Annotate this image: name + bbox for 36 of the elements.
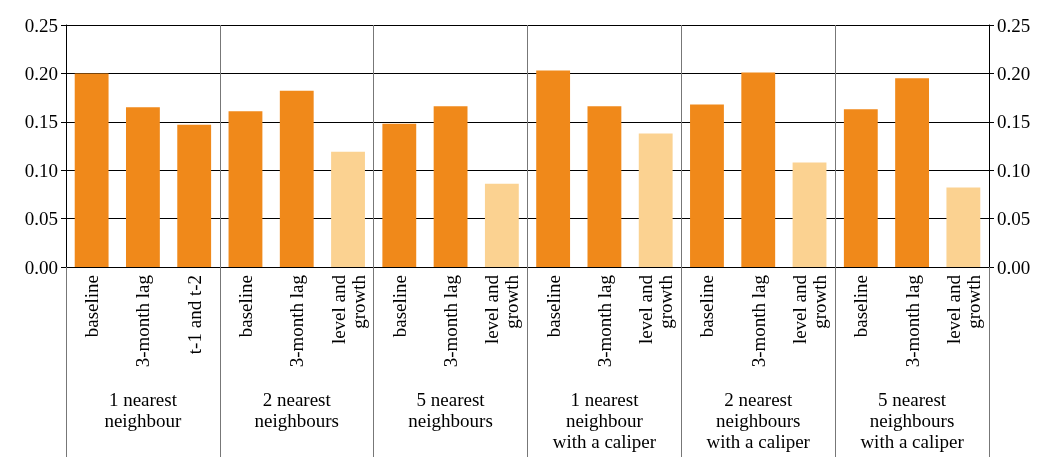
y2-tick-label: 0.00 [997, 256, 1031, 278]
x-tick-label: t-1 and t-2 [183, 275, 205, 355]
text: 1 nearest neighbour [104, 389, 183, 431]
x-tick-label: level and growth [481, 274, 523, 345]
text: 5 nearest neighbours with a caliper [860, 389, 965, 452]
text: 2 nearest neighbours with a caliper [706, 389, 811, 452]
x-tick-label: baseline [81, 275, 103, 338]
y-tick-label: 0.05 [24, 208, 58, 230]
text: 1 nearest neighbour with a caliper [552, 389, 657, 452]
x-tick-label: 3-month lag [747, 274, 769, 368]
x-tick-label: 3-month lag [132, 274, 154, 368]
y2-tick-label: 0.05 [997, 208, 1031, 230]
y2-tick-label: 0.25 [997, 14, 1031, 36]
y-tick-label: 0.15 [24, 111, 58, 133]
x-tick-label: 3-month lag [901, 274, 923, 368]
text: 2 nearest neighbours [254, 389, 339, 431]
y-tick-label: 0.20 [24, 62, 58, 84]
x-tick-label: 3-month lag [593, 274, 615, 368]
text: 5 nearest neighbours [408, 389, 493, 431]
x-tick-label: 3-month lag [286, 274, 308, 368]
x-tick-label: baseline [234, 275, 256, 338]
y-tick-label: 0.00 [24, 256, 58, 278]
y2-tick-label: 0.15 [997, 111, 1031, 133]
y2-tick-label: 0.10 [997, 159, 1031, 181]
y2-tick-label: 0.20 [997, 62, 1031, 84]
x-tick-label: baseline [542, 275, 564, 338]
y-tick-label: 0.25 [24, 14, 58, 36]
x-tick-label: baseline [696, 275, 718, 338]
y-tick-label: 0.10 [24, 159, 58, 181]
x-tick-label: 3-month lag [440, 274, 462, 368]
x-tick-label: level and growth [635, 274, 677, 345]
x-tick-label: baseline [850, 275, 872, 338]
x-tick-label: level and growth [942, 274, 984, 345]
x-tick-label: level and growth [789, 274, 831, 345]
x-tick-label: level and growth [327, 274, 369, 345]
x-tick-label: baseline [388, 275, 410, 338]
